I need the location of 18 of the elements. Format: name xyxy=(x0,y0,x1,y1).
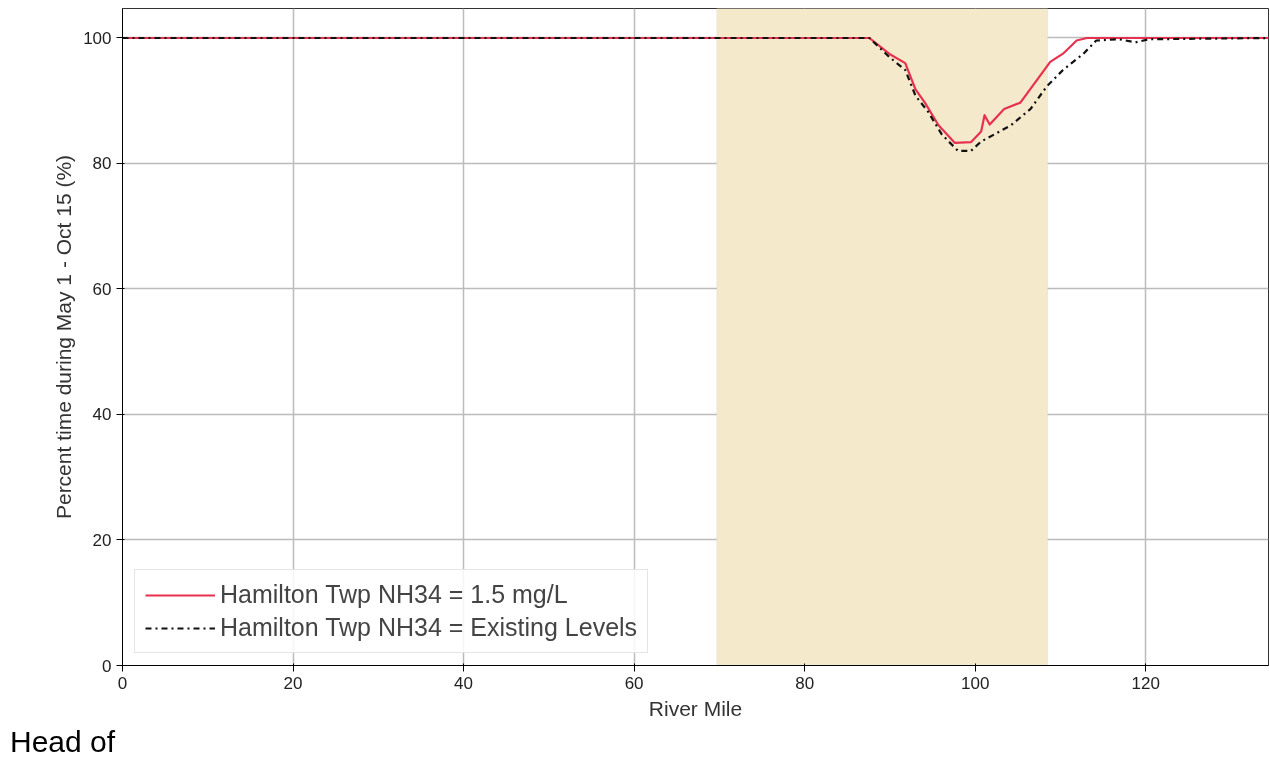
x-tick-label: 80 xyxy=(795,673,815,693)
x-tick-label: 0 xyxy=(117,673,128,693)
y-axis-title: Percent time during May 1 - Oct 15 (%) xyxy=(52,154,76,520)
y-tick-label: 0 xyxy=(102,656,112,676)
x-axis-title: River Mile xyxy=(648,696,743,720)
x-tick-label: 60 xyxy=(624,673,644,693)
y-tick-label: 100 xyxy=(83,28,112,48)
y-tick-label: 80 xyxy=(92,154,112,174)
y-tick-label: 60 xyxy=(92,280,112,299)
y-tick-label: 40 xyxy=(92,405,112,425)
legend-label: Hamilton Twp NH34 = 1.5 mg/L xyxy=(220,580,568,609)
x-tick-label: 120 xyxy=(1131,673,1160,693)
x-tick-label: 20 xyxy=(283,673,303,693)
x-tick-label: 40 xyxy=(454,673,474,693)
legend-label: Hamilton Twp NH34 = Existing Levels xyxy=(220,613,638,642)
y-tick-label: 20 xyxy=(92,531,112,550)
text: Head of xyxy=(10,725,116,758)
x-tick-label: 100 xyxy=(961,673,990,693)
